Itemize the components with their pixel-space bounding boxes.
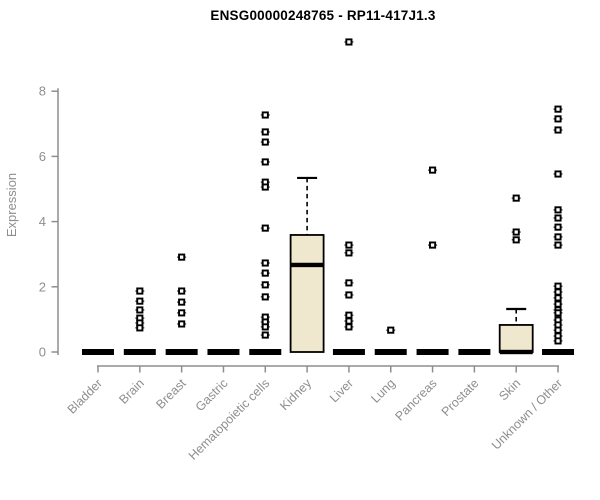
outlier-point bbox=[261, 128, 269, 136]
outlier-point bbox=[554, 115, 562, 123]
outlier-point bbox=[554, 241, 562, 249]
outlier-point bbox=[136, 287, 144, 295]
zero-box-lung bbox=[374, 349, 407, 355]
zero-box-prostate bbox=[458, 349, 491, 355]
outlier-point bbox=[261, 158, 269, 166]
zero-box-breast bbox=[165, 349, 198, 355]
outlier-point bbox=[178, 320, 186, 328]
outlier-point bbox=[429, 166, 437, 174]
outlier-point bbox=[345, 291, 353, 299]
outlier-point bbox=[512, 236, 520, 244]
outlier-point bbox=[261, 293, 269, 301]
outlier-point bbox=[261, 259, 269, 267]
zero-box-liver bbox=[332, 349, 365, 355]
outlier-point bbox=[554, 300, 562, 308]
outlier-point bbox=[345, 249, 353, 257]
outlier-point bbox=[261, 111, 269, 119]
outlier-point bbox=[387, 326, 395, 334]
outlier-point bbox=[178, 298, 186, 306]
outlier-point bbox=[136, 324, 144, 332]
outlier-point bbox=[261, 281, 269, 289]
outlier-point bbox=[261, 138, 269, 146]
x-tick-label: Unknown / Other bbox=[489, 376, 565, 452]
zero-box-pancreas bbox=[416, 349, 449, 355]
outlier-point bbox=[554, 309, 562, 317]
x-tick-label: Pancreas bbox=[392, 376, 439, 423]
x-tick-label: Prostate bbox=[439, 376, 482, 419]
x-tick-label: Skin bbox=[496, 376, 523, 403]
zero-box-unknown-other bbox=[542, 349, 575, 355]
outlier-point bbox=[554, 294, 562, 302]
y-tick-label: 4 bbox=[39, 214, 46, 229]
x-tick-label: Lung bbox=[368, 376, 398, 406]
zero-box-bladder bbox=[82, 349, 114, 355]
outlier-point bbox=[429, 241, 437, 249]
x-tick-label: Liver bbox=[327, 376, 356, 405]
outlier-point bbox=[554, 282, 562, 290]
outlier-point bbox=[554, 170, 562, 178]
outlier-point bbox=[261, 224, 269, 232]
x-tick-label: Bladder bbox=[65, 376, 105, 416]
outlier-point bbox=[345, 38, 353, 46]
outlier-point bbox=[554, 288, 562, 296]
outlier-point bbox=[261, 331, 269, 339]
outlier-point bbox=[554, 233, 562, 241]
y-tick-label: 8 bbox=[39, 84, 46, 99]
outlier-point bbox=[178, 253, 186, 261]
outlier-point bbox=[261, 183, 269, 191]
outlier-point bbox=[136, 297, 144, 305]
outlier-point bbox=[512, 228, 520, 236]
outlier-point bbox=[554, 126, 562, 134]
outlier-point bbox=[554, 105, 562, 113]
y-tick-label: 2 bbox=[39, 279, 46, 294]
outlier-point bbox=[136, 306, 144, 314]
y-tick-label: 0 bbox=[39, 345, 46, 360]
x-tick-label: Gastric bbox=[193, 376, 231, 414]
outlier-point bbox=[554, 214, 562, 222]
zero-box-hematopoietic-cells bbox=[249, 349, 282, 355]
y-tick-label: 6 bbox=[39, 149, 46, 164]
outlier-point bbox=[554, 326, 562, 334]
outlier-point bbox=[345, 323, 353, 331]
outlier-point bbox=[178, 309, 186, 317]
outlier-point bbox=[345, 311, 353, 319]
box-kidney bbox=[289, 234, 325, 353]
median-line bbox=[290, 262, 324, 268]
outlier-point bbox=[554, 206, 562, 214]
outlier-point bbox=[261, 323, 269, 331]
outlier-point bbox=[261, 269, 269, 277]
median-line bbox=[499, 349, 533, 355]
outlier-point bbox=[345, 279, 353, 287]
zero-box-gastric bbox=[207, 349, 240, 355]
x-tick-label: Breast bbox=[153, 376, 189, 412]
x-tick-label: Kidney bbox=[277, 376, 314, 413]
outlier-point bbox=[178, 287, 186, 295]
outlier-point bbox=[554, 223, 562, 231]
chart-title: ENSG00000248765 - RP11-417J1.3 bbox=[210, 8, 436, 23]
outlier-point bbox=[554, 337, 562, 345]
outlier-point bbox=[345, 241, 353, 249]
x-tick-label: Brain bbox=[116, 376, 147, 407]
box-skin bbox=[498, 324, 534, 353]
outlier-point bbox=[345, 317, 353, 325]
zero-box-brain bbox=[123, 349, 156, 355]
x-tick-label: Hematopoietic cells bbox=[186, 376, 273, 463]
outlier-point bbox=[512, 194, 520, 202]
